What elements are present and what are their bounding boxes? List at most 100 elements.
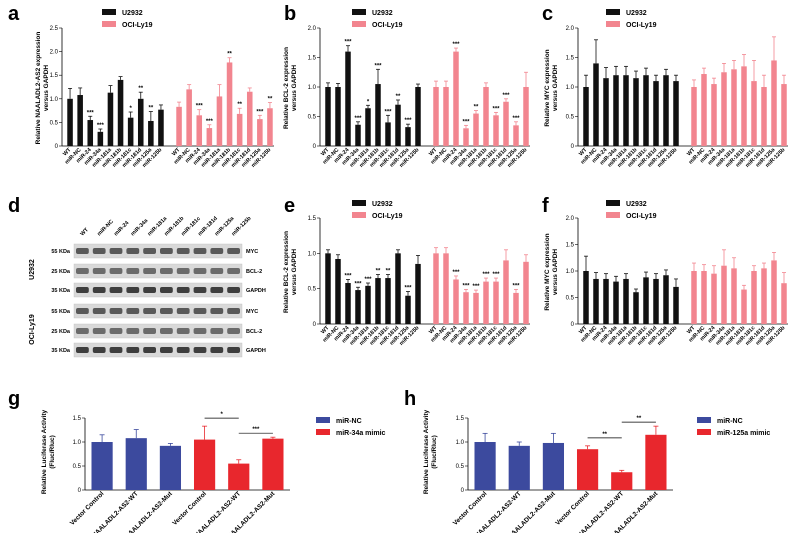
bar [701, 74, 707, 146]
bar [508, 445, 530, 490]
y-tick-label: 0.5 [566, 296, 575, 302]
bar [611, 472, 633, 490]
y-tick-label: 2.0 [308, 26, 317, 32]
bar [107, 92, 114, 146]
blot-band [143, 268, 156, 274]
y-tick-label: 1.5 [566, 56, 575, 62]
blot-band [92, 248, 106, 254]
significance-label: *** [512, 283, 520, 289]
bar [125, 438, 147, 490]
bar [613, 75, 619, 146]
blot-band [126, 328, 140, 334]
legend-label-0: U2932 [626, 10, 647, 17]
significance-label: *** [492, 272, 500, 278]
bar [433, 87, 439, 146]
blot-band [193, 268, 207, 274]
blot-band [227, 328, 240, 334]
bar [463, 292, 469, 324]
y-tick-label: 0 [571, 144, 575, 150]
y-tick-label: 0 [571, 322, 575, 328]
kda-label: 35 KDa [51, 288, 71, 294]
bar [206, 128, 213, 146]
significance-label: ** [268, 97, 273, 103]
blot-band [193, 287, 207, 293]
chart-c: 0 0.5 1.0 1.5 2.0 Relative MYC expressionvers… [544, 9, 788, 169]
bar [216, 96, 223, 146]
significance-label: ** [138, 86, 143, 92]
significance-label: * [220, 412, 223, 418]
significance-label: *** [482, 272, 490, 278]
blot-band [176, 268, 190, 274]
bar [731, 268, 737, 324]
bar [503, 101, 509, 146]
blot-band [160, 347, 173, 353]
blot-band [160, 268, 173, 274]
bar [453, 279, 459, 324]
blot-band [126, 347, 140, 353]
chart-e: 0 0.5 1.0 1.5 Relative BCL-2 expressionversu… [283, 200, 530, 347]
blot-band [126, 248, 140, 254]
y-tick-label: 0.5 [308, 287, 317, 293]
protein-label: BCL-2 [246, 269, 262, 275]
blot-band [143, 328, 156, 334]
significance-label: *** [462, 119, 470, 125]
blot-band [76, 328, 89, 334]
bar [673, 286, 679, 324]
blot-band [160, 248, 173, 254]
bar [513, 125, 519, 146]
blot-band [160, 287, 173, 293]
y-tick-label: 1.0 [566, 85, 575, 91]
significance-label: *** [492, 106, 500, 112]
bar [623, 75, 629, 146]
significance-label: ** [149, 106, 154, 112]
bar [443, 253, 449, 324]
chart-b: 0 0.5 1.0 1.5 2.0 Relative BCL-2 expressionve… [283, 9, 530, 169]
blot-band [160, 328, 173, 334]
y-tick-label: 1.0 [50, 97, 59, 103]
category-label: WT [320, 147, 331, 158]
blot-band [227, 248, 240, 254]
bar [267, 108, 273, 146]
blot-band [176, 328, 190, 334]
bar [781, 84, 787, 146]
bar [701, 271, 707, 324]
significance-label: ** [602, 432, 607, 438]
legend-label-0: U2932 [122, 10, 143, 17]
legend-label-1: miR-125a mimic [717, 430, 770, 437]
bar [365, 285, 371, 324]
bar [691, 87, 697, 146]
blot-band [126, 268, 140, 274]
blot-band [227, 308, 240, 314]
bar [493, 281, 499, 324]
significance-label: *** [256, 109, 264, 115]
category-label: Vector Control [452, 490, 489, 527]
lane-label: miR-NC [96, 219, 115, 238]
y-tick-label: 1.5 [308, 56, 317, 62]
significance-label: *** [344, 40, 352, 46]
blot-band [193, 308, 207, 314]
bar [415, 87, 421, 146]
legend-swatch-1 [606, 21, 620, 27]
y-tick-label: 1.5 [73, 416, 82, 422]
category-label: Vector Control [69, 490, 106, 527]
y-tick-label: 2.0 [50, 50, 59, 56]
blot-band [92, 347, 106, 353]
y-tick-label: 1.5 [456, 416, 465, 422]
panel-label-h: h [404, 388, 416, 410]
legend-label-1: miR-34a mimic [336, 430, 386, 437]
bar [513, 292, 519, 324]
blot-band [109, 268, 123, 274]
bar [583, 271, 589, 324]
bar [473, 113, 479, 146]
significance-label: ** [474, 105, 479, 111]
legend-label-1: OCI-Ly19 [122, 22, 153, 29]
protein-label: GAPDH [246, 288, 266, 294]
bar [405, 295, 411, 324]
bar [395, 253, 401, 324]
bar [781, 283, 787, 324]
bar [158, 109, 164, 146]
protein-label: MYC [246, 309, 258, 315]
bar [159, 445, 182, 490]
bar [576, 449, 599, 490]
